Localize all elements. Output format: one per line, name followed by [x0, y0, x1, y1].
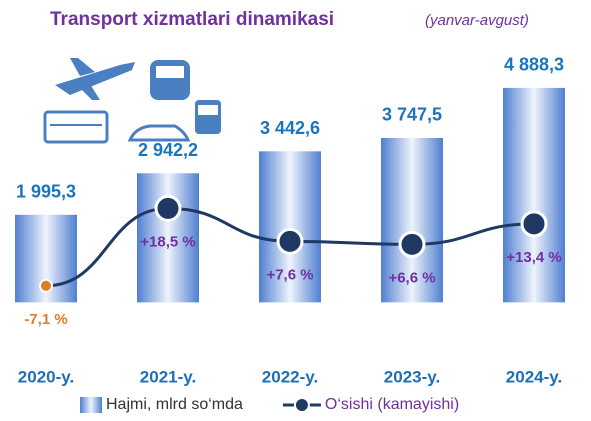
- data-label: +13,4 %: [506, 249, 561, 266]
- marker: [398, 230, 426, 258]
- data-label: 3 747,5: [382, 105, 442, 125]
- x-tick-label: 2024-y.: [506, 367, 562, 386]
- marker: [154, 194, 182, 222]
- x-tick-label: 2021-y.: [140, 367, 196, 386]
- x-tick-label: 2023-y.: [384, 367, 440, 386]
- legend-label: Hajmi, mlrd so‘mda: [106, 396, 243, 413]
- bar: [503, 87, 565, 303]
- chart-title: Transport xizmatlari dinamikasi: [50, 9, 334, 30]
- data-label: +7,6 %: [266, 266, 313, 283]
- data-label: 4 888,3: [504, 55, 564, 75]
- marker: [39, 278, 53, 293]
- x-tick-label: 2022-y.: [262, 367, 318, 386]
- marker: [520, 210, 548, 238]
- data-label: 2 942,2: [138, 140, 198, 160]
- data-label: 1 995,3: [16, 182, 76, 202]
- marker: [276, 227, 304, 255]
- bar: [137, 173, 199, 303]
- data-label: +6,6 %: [388, 269, 435, 286]
- legend-swatch: [293, 397, 310, 413]
- transport-icons: [43, 58, 221, 144]
- chart-subtitle: (yanvar-avgust): [425, 12, 529, 29]
- data-label: 3 442,6: [260, 118, 320, 138]
- legend-swatch: [80, 397, 102, 413]
- data-label: -7,1 %: [24, 311, 67, 328]
- bar: [381, 137, 443, 303]
- x-tick-label: 2020-y.: [18, 367, 74, 386]
- legend-label: O‘sishi (kamayishi): [325, 396, 459, 413]
- data-label: +18,5 %: [140, 233, 195, 250]
- bar: [259, 151, 321, 303]
